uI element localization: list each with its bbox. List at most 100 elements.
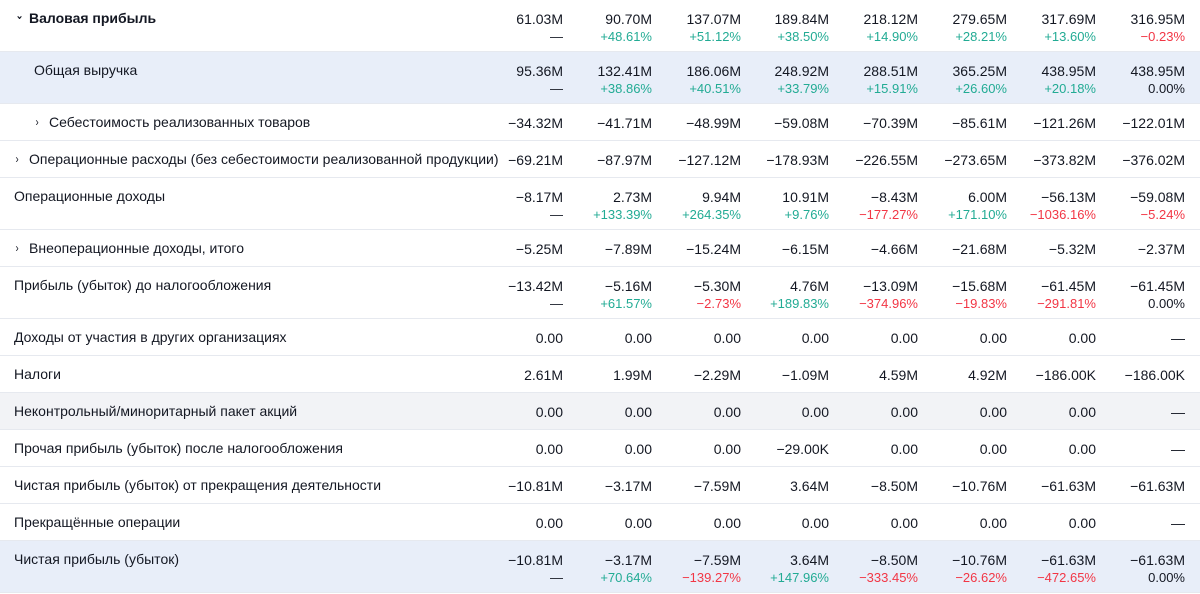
cell-value: 438.95M	[1130, 63, 1185, 79]
cell-change: −139.27%	[682, 570, 741, 585]
cell-change: +9.76%	[784, 207, 829, 222]
cell-value: −85.61M	[952, 115, 1007, 131]
cell-value: −8.50M	[870, 552, 918, 568]
cell-value: 0.00	[624, 441, 652, 457]
cell-change: —	[550, 207, 563, 222]
table-row[interactable]: › Себестоимость реализованных товаров −34.…	[0, 104, 1200, 141]
chevron-right-icon[interactable]: ›	[15, 241, 19, 255]
cell-change: +38.50%	[777, 29, 829, 44]
cell-value: −2.37M	[1137, 241, 1185, 257]
cell-value: 0.00	[890, 404, 918, 420]
cell-value: 248.92M	[774, 63, 829, 79]
cell-value: −34.32M	[508, 115, 563, 131]
cell-change: +14.90%	[866, 29, 918, 44]
value-cell: −8.43M −177.27%	[830, 188, 918, 223]
cell-value: −87.97M	[597, 152, 652, 168]
row-label: Неконтрольный/миноритарный пакет акций	[14, 403, 297, 419]
row-label[interactable]: › Операционные расходы (без себестоимости…	[14, 151, 499, 167]
value-cell: 0.00	[564, 514, 652, 532]
cell-change: +133.39%	[593, 207, 652, 222]
cell-value: 0.00	[979, 404, 1007, 420]
value-cell: 0.00	[919, 514, 1007, 532]
cell-value: 0.00	[890, 330, 918, 346]
row-label-text: Операционные расходы (без себестоимости …	[29, 151, 499, 167]
value-cell: 9.94M +264.35%	[653, 188, 741, 223]
cell-value: −121.26M	[1033, 115, 1096, 131]
value-cell: 0.00	[475, 329, 563, 347]
chevron-right-icon[interactable]: ›	[15, 152, 19, 166]
cell-value: 0.00	[713, 441, 741, 457]
cell-value: −56.13M	[1041, 189, 1096, 205]
value-cell: 0.00	[741, 514, 829, 532]
row-label-text: Внеоперационные доходы, итого	[29, 240, 244, 256]
value-cell: −376.02M	[1097, 151, 1185, 169]
value-cell: −6.15M	[741, 240, 829, 258]
cell-change: −291.81%	[1037, 296, 1096, 311]
cell-value: 0.00	[1068, 330, 1096, 346]
chevron-right-icon[interactable]: ›	[35, 115, 39, 129]
chevron-down-icon[interactable]: ⌄	[15, 8, 24, 22]
value-cell: −85.61M	[919, 114, 1007, 132]
cell-value: −69.21M	[508, 152, 563, 168]
row-label-text: Прекращённые операции	[14, 514, 181, 530]
cell-value: −61.63M	[1130, 478, 1185, 494]
table-row[interactable]: › Внеоперационные доходы, итого −5.25M −7.8…	[0, 230, 1200, 267]
cell-value: −61.45M	[1041, 278, 1096, 294]
cell-change: +40.51%	[689, 81, 741, 96]
value-cell: 0.00	[1008, 440, 1096, 458]
cell-value: 0.00	[624, 515, 652, 531]
row-label[interactable]: › Себестоимость реализованных товаров	[34, 114, 311, 130]
cell-change: +28.21%	[955, 29, 1007, 44]
value-cell: −59.08M −5.24%	[1097, 188, 1185, 223]
cell-change: −19.83%	[955, 296, 1007, 311]
cell-change: +70.64%	[600, 570, 652, 585]
table-row[interactable]: ⌄ Валовая прибыль 61.03M —90.70M +48.61% 137.…	[0, 0, 1200, 52]
value-cell: —	[1097, 514, 1185, 532]
value-cell: 0.00	[830, 440, 918, 458]
row-label[interactable]: ⌄ Валовая прибыль	[14, 8, 157, 26]
row-label[interactable]: › Внеоперационные доходы, итого	[14, 240, 244, 256]
value-cell: 0.00	[653, 403, 741, 421]
cell-value: −226.55M	[855, 152, 918, 168]
row-label: Операционные доходы	[14, 188, 165, 204]
value-cell: −10.81M	[475, 477, 563, 495]
row-label: Прибыль (убыток) до налогообложения	[14, 277, 271, 293]
value-cell: −48.99M	[653, 114, 741, 132]
cell-value: 0.00	[624, 330, 652, 346]
table-row: Чистая прибыль (убыток) от прекращения д…	[0, 467, 1200, 504]
value-cell: 438.95M +20.18%	[1008, 62, 1096, 97]
table-row[interactable]: › Операционные расходы (без себестоимости…	[0, 141, 1200, 178]
cell-value: 0.00	[979, 441, 1007, 457]
cell-value: −59.08M	[774, 115, 829, 131]
cell-value: −10.81M	[508, 552, 563, 568]
value-cell: 1.99M	[564, 366, 652, 384]
value-cell: 0.00	[830, 329, 918, 347]
cell-change: +147.96%	[770, 570, 829, 585]
cell-value: 0.00	[1068, 515, 1096, 531]
value-cell: −121.26M	[1008, 114, 1096, 132]
table-row: Прибыль (убыток) до налогообложения −13.4…	[0, 267, 1200, 319]
value-cell: −87.97M	[564, 151, 652, 169]
cell-value: 137.07M	[686, 11, 741, 27]
value-cell: 90.70M +48.61%	[564, 10, 652, 45]
table-row: Налоги 2.61M 1.99M −2.29M −1.09M 4.59M 4.92M −1…	[0, 356, 1200, 393]
cell-value: 4.92M	[968, 367, 1007, 383]
cell-value: −5.30M	[693, 278, 741, 294]
value-cell: −34.32M	[475, 114, 563, 132]
value-cell: 0.00	[741, 403, 829, 421]
row-label: Налоги	[14, 366, 61, 382]
cell-value: 0.00	[1068, 441, 1096, 457]
row-label-text: Неконтрольный/миноритарный пакет акций	[14, 403, 298, 419]
cell-value: −3.17M	[604, 552, 652, 568]
value-cell: −61.45M 0.00%	[1097, 277, 1185, 312]
cell-value: 132.41M	[597, 63, 652, 79]
value-cell: −10.76M	[919, 477, 1007, 495]
value-cell: 132.41M +38.86%	[564, 62, 652, 97]
cell-value: 2.61M	[524, 367, 563, 383]
value-cell: 6.00M +171.10%	[919, 188, 1007, 223]
value-cell: −59.08M	[741, 114, 829, 132]
cell-value: −3.17M	[604, 478, 652, 494]
table-row: Доходы от участия в других организациях 0…	[0, 319, 1200, 356]
value-cell: 4.59M	[830, 366, 918, 384]
cell-change: +48.61%	[600, 29, 652, 44]
